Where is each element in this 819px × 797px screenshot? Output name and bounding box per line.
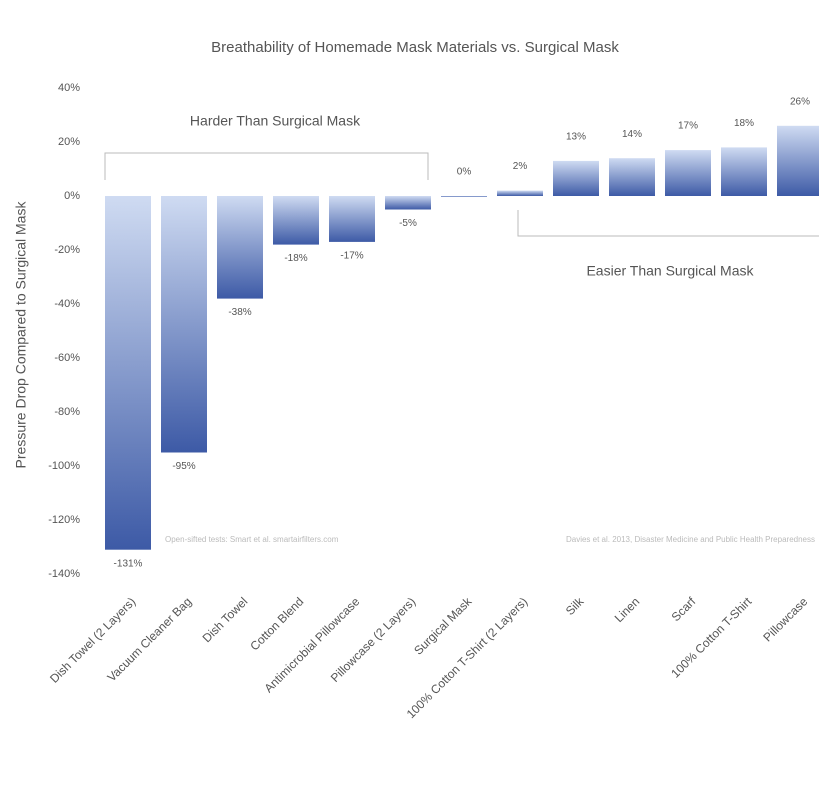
y-tick-label: -80% bbox=[54, 406, 80, 418]
value-label: 13% bbox=[566, 132, 586, 143]
x-tick-label: Antimicrobial Pillowcase bbox=[261, 594, 362, 695]
x-tick-label: 100% Cotton T-Shirt (2 Layers) bbox=[404, 594, 531, 721]
value-label: 14% bbox=[622, 129, 642, 140]
y-tick-label: 40% bbox=[58, 82, 80, 94]
value-label: -95% bbox=[172, 461, 195, 472]
bar bbox=[105, 196, 151, 550]
y-tick-label: -60% bbox=[54, 352, 80, 364]
value-label: 2% bbox=[513, 161, 528, 172]
x-tick-label: Scarf bbox=[669, 594, 699, 624]
y-axis-label: Pressure Drop Compared to Surgical Mask bbox=[13, 201, 29, 469]
value-label: -17% bbox=[340, 251, 363, 262]
value-label: -5% bbox=[399, 218, 417, 229]
value-label: -18% bbox=[284, 253, 307, 264]
value-label: 18% bbox=[734, 118, 754, 129]
bar bbox=[721, 147, 767, 196]
y-tick-label: -100% bbox=[48, 460, 80, 472]
x-tick-label: Silk bbox=[563, 594, 587, 618]
source-note: Open-sifted tests: Smart et al. smartair… bbox=[165, 535, 339, 544]
bar bbox=[161, 196, 207, 453]
bar bbox=[217, 196, 263, 299]
source-note: Davies et al. 2013, Disaster Medicine an… bbox=[566, 535, 815, 544]
y-tick-label: -40% bbox=[54, 298, 80, 310]
annotation: Easier Than Surgical Mask bbox=[586, 263, 754, 279]
bracket bbox=[104, 152, 429, 180]
value-label: -131% bbox=[114, 558, 143, 569]
bracket bbox=[517, 210, 819, 237]
y-tick-label: 0% bbox=[64, 190, 80, 202]
value-label: 0% bbox=[457, 167, 472, 178]
y-tick-label: 20% bbox=[58, 136, 80, 148]
y-tick-label: -20% bbox=[54, 244, 80, 256]
bar bbox=[273, 196, 319, 245]
y-tick-label: -140% bbox=[48, 568, 80, 580]
bar bbox=[385, 196, 431, 210]
chart-title: Breathability of Homemade Mask Materials… bbox=[211, 39, 619, 56]
x-tick-label: Linen bbox=[612, 594, 643, 625]
bar bbox=[497, 190, 543, 196]
bar bbox=[665, 150, 711, 196]
bar bbox=[329, 196, 375, 242]
value-label: 17% bbox=[678, 121, 698, 132]
bar bbox=[441, 196, 487, 197]
value-label: 26% bbox=[790, 96, 810, 107]
bar bbox=[553, 160, 599, 196]
bar bbox=[777, 125, 819, 196]
bar bbox=[609, 158, 655, 196]
value-label: -38% bbox=[228, 307, 251, 318]
x-tick-label: Dish Towel bbox=[200, 594, 251, 645]
y-tick-label: -120% bbox=[48, 514, 80, 526]
annotation: Harder Than Surgical Mask bbox=[190, 113, 361, 129]
x-tick-label: Pillowcase bbox=[760, 594, 810, 644]
x-tick-label: Cotton Blend bbox=[247, 594, 306, 653]
